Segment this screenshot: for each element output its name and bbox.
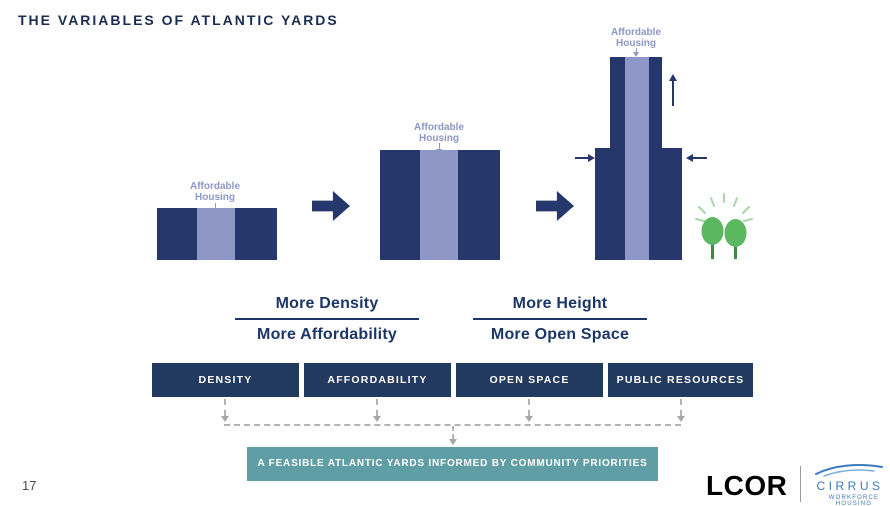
affordable-stripe-1 bbox=[197, 208, 235, 260]
label-pointer-line-2 bbox=[439, 143, 440, 149]
connector-arrow-icon-4 bbox=[677, 416, 685, 422]
benefit-rule-1 bbox=[235, 318, 419, 320]
affordable-housing-label-2: Affordable Housing bbox=[414, 122, 464, 144]
building-small bbox=[157, 208, 277, 260]
benefit-more-affordability: More Affordability bbox=[257, 326, 397, 343]
affordable-stripe-2 bbox=[420, 150, 458, 260]
connector-arrow-icon-1 bbox=[221, 416, 229, 422]
connector-arrow-icon-2 bbox=[373, 416, 381, 422]
benefit-more-open-space: More Open Space bbox=[490, 326, 630, 343]
inward-arrow-left-icon bbox=[588, 154, 595, 162]
inward-arrow-right-icon bbox=[686, 154, 693, 162]
variable-box-density: DENSITY bbox=[152, 363, 299, 397]
benefit-rule-2 bbox=[473, 318, 647, 320]
label-pointer-line-3 bbox=[636, 48, 637, 53]
affordable-stripe-3 bbox=[625, 57, 649, 260]
connector-density bbox=[224, 399, 226, 416]
inward-arrow-right-line bbox=[693, 157, 707, 159]
inward-arrow-left-line bbox=[575, 157, 589, 159]
connector-open-space bbox=[528, 399, 530, 416]
cirrus-logo: CIRRUS bbox=[816, 479, 884, 493]
variable-box-open-space: OPEN SPACE bbox=[456, 363, 603, 397]
benefit-more-height: More Height bbox=[512, 295, 608, 312]
label-pointer-line-1 bbox=[215, 203, 216, 212]
connector-horizontal bbox=[224, 424, 681, 426]
right-block-arrow-icon-2 bbox=[536, 191, 574, 221]
connector-arrow-icon-3 bbox=[525, 416, 533, 422]
connector-public-resources bbox=[680, 399, 682, 416]
connector-center bbox=[452, 426, 454, 439]
variable-box-affordability: AFFORDABILITY bbox=[304, 363, 451, 397]
down-arrow-icon-3 bbox=[633, 52, 639, 57]
benefit-more-density: More Density bbox=[275, 295, 379, 312]
affordable-housing-label-1: Affordable Housing bbox=[190, 181, 240, 203]
connector-arrow-icon-center bbox=[449, 439, 457, 445]
affordable-housing-label-3: Affordable Housing bbox=[611, 27, 661, 49]
cirrus-tagline: WORKFORCE HOUSING bbox=[828, 495, 880, 506]
page-title: THE VARIABLES OF ATLANTIC YARDS bbox=[18, 12, 339, 28]
up-arrow-icon bbox=[669, 74, 677, 81]
right-block-arrow-icon-1 bbox=[312, 191, 350, 221]
building-medium bbox=[380, 150, 500, 260]
logo-divider bbox=[800, 466, 801, 502]
connector-affordability bbox=[376, 399, 378, 416]
lcor-logo: LCOR bbox=[706, 470, 788, 501]
up-arrow-line bbox=[672, 80, 674, 106]
trees-icon bbox=[695, 193, 753, 259]
variable-box-public-resources: PUBLIC RESOURCES bbox=[608, 363, 753, 397]
result-banner: A FEASIBLE ATLANTIC YARDS INFORMED BY CO… bbox=[247, 447, 658, 481]
page-number: 17 bbox=[22, 478, 37, 493]
cirrus-swoosh-icon bbox=[815, 464, 883, 477]
